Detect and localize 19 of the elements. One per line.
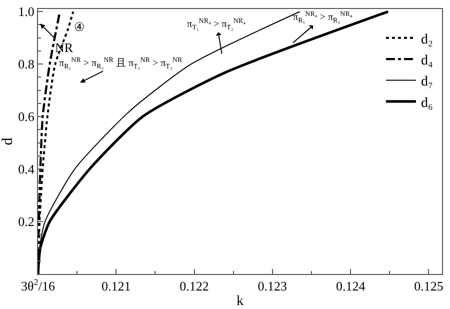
legend-label: d₇ [420, 74, 433, 90]
legend-label: d₂ [420, 32, 433, 48]
y-tick-label: 0.2 [18, 214, 34, 230]
y-tick-label: 1.0 [18, 4, 34, 20]
y-axis-title: d [0, 137, 16, 146]
x-tick-label: 0.124 [336, 278, 366, 294]
x-tick-label: 0.123 [258, 278, 288, 294]
x-tick-label: 3θ$^{2}$/16 [21, 277, 56, 294]
x-tick-label: 0.121 [102, 278, 131, 294]
annotation: NR [55, 40, 74, 55]
y-tick-label: 0.8 [18, 56, 34, 72]
x-tick-label: 0.125 [414, 278, 444, 294]
x-axis-title: k [236, 294, 244, 309]
legend-label: d₆ [420, 96, 433, 111]
y-tick-label: 0.4 [18, 162, 35, 177]
y-tick-label: 0.6 [18, 109, 35, 124]
legend-label: d₄ [420, 54, 433, 69]
annotation: ④ [74, 20, 85, 34]
x-tick-label: 0.122 [180, 278, 209, 294]
